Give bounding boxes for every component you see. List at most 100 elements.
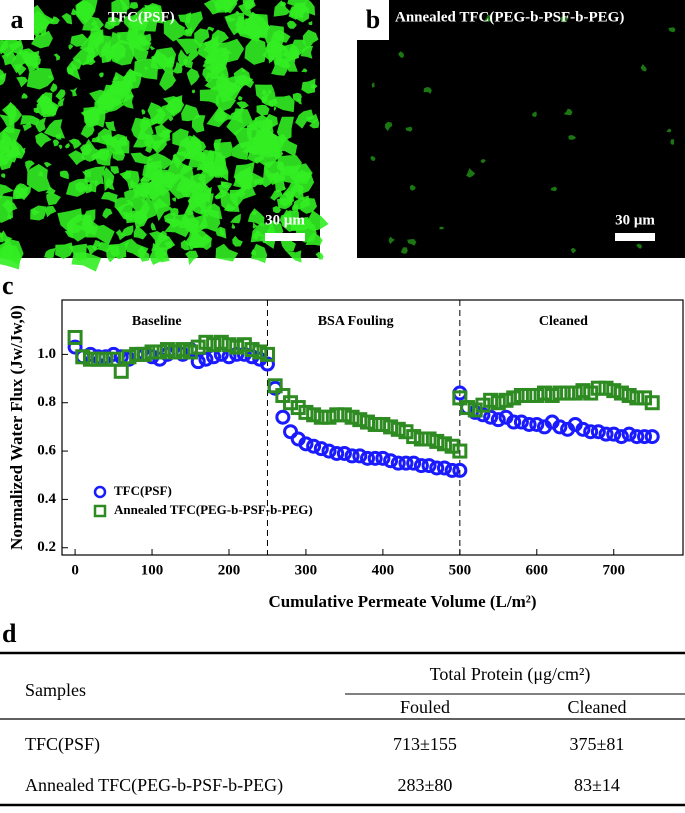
- fluorescent-spot: [233, 67, 251, 87]
- scale-bar-label: 30 μm: [615, 212, 655, 228]
- fluorescent-spot: [267, 98, 278, 107]
- fluorescent-spot: [640, 64, 647, 72]
- fluorescence-b: [370, 14, 676, 254]
- fluorescent-spot: [110, 166, 119, 175]
- fluorescent-spot: [231, 141, 249, 160]
- fluorescent-spot: [0, 238, 24, 265]
- fluorescent-spot: [50, 83, 58, 93]
- fluorescent-spot: [149, 242, 168, 265]
- data-point: [313, 409, 329, 425]
- data-point: [606, 426, 622, 442]
- data-point: [336, 407, 352, 423]
- fluorescent-spot: [111, 0, 128, 14]
- label-box: [357, 0, 389, 40]
- fluorescent-spot: [398, 51, 404, 58]
- fluorescent-spot: [1, 50, 17, 66]
- fluorescent-spot: [0, 230, 13, 242]
- fluorescent-spot: [251, 230, 261, 240]
- fluorescent-spot: [20, 147, 26, 153]
- fluorescent-spot: [57, 208, 83, 233]
- table-cell: 713±155: [393, 734, 457, 754]
- table-header: Total Protein (μg/cm²): [430, 664, 591, 685]
- fluorescent-spot: [244, 37, 267, 65]
- fluorescent-spot: [466, 168, 476, 178]
- fluorescent-spot: [194, 28, 210, 47]
- x-tick-label: 600: [526, 562, 549, 578]
- data-point: [552, 385, 568, 401]
- data-point: [575, 383, 591, 399]
- fluorescent-spot: [308, 21, 313, 26]
- data-point: [413, 458, 429, 474]
- x-tick-label: 100: [141, 562, 164, 578]
- fluorescent-spot: [273, 0, 291, 17]
- fluorescent-spot: [287, 20, 297, 29]
- fluorescent-spot: [252, 222, 259, 229]
- fluorescent-spot: [55, 89, 66, 101]
- data-point: [267, 378, 283, 394]
- fluorescent-spot: [480, 159, 486, 164]
- annotation: BSA Fouling: [318, 314, 394, 329]
- fluorescent-spot: [80, 122, 95, 139]
- fluorescent-spot: [68, 138, 82, 149]
- data-point: [113, 363, 129, 379]
- legend-label: TFC(PSF): [114, 483, 172, 498]
- fluorescent-spot: [129, 2, 138, 9]
- data-point: [621, 387, 637, 403]
- data-point: [575, 421, 591, 437]
- fluorescent-spot: [282, 186, 287, 191]
- data-point: [359, 414, 375, 430]
- data-point: [452, 462, 468, 478]
- data-point: [529, 416, 545, 432]
- fluorescent-spot: [279, 1, 287, 7]
- data-point: [313, 441, 329, 457]
- data-point: [75, 349, 91, 365]
- fluorescent-spot: [159, 230, 168, 241]
- data-point: [175, 342, 191, 358]
- fluorescent-spot: [122, 93, 134, 109]
- fluorescent-spot: [570, 247, 577, 254]
- fluorescent-spot: [70, 8, 80, 16]
- fluorescent-spot: [153, 197, 173, 222]
- fluorescent-spot: [26, 67, 55, 90]
- fluorescent-spot: [137, 246, 150, 262]
- fluorescent-spot: [199, 81, 222, 105]
- fluorescent-spot: [155, 124, 173, 138]
- fluorescent-spot: [245, 134, 266, 154]
- data-point: [206, 337, 222, 353]
- fluorescent-spot: [220, 192, 240, 212]
- x-tick-label: 300: [295, 562, 318, 578]
- data-point: [460, 400, 476, 416]
- fluorescent-spot: [232, 235, 243, 247]
- fluorescent-spot: [32, 28, 39, 35]
- fluorescent-spot: [407, 239, 417, 246]
- fluorescent-spot: [139, 162, 161, 181]
- data-point: [229, 339, 245, 355]
- fluorescent-spot: [45, 186, 56, 195]
- data-point: [383, 453, 399, 469]
- fluorescent-spot: [230, 213, 241, 224]
- fluorescent-spot: [274, 151, 281, 161]
- data-point: [452, 443, 468, 459]
- fluorescent-spot: [247, 208, 265, 227]
- fluorescent-spot: [80, 107, 103, 128]
- fluorescent-spot: [45, 205, 57, 218]
- fluorescent-spot: [0, 72, 7, 86]
- data-point: [298, 436, 314, 452]
- y-tick-label: 0.2: [37, 539, 56, 555]
- fluorescent-spot: [0, 184, 14, 200]
- data-point: [129, 346, 145, 362]
- fluorescent-spot: [255, 84, 275, 103]
- data-point: [406, 455, 422, 471]
- fluorescent-spot: [185, 250, 199, 266]
- scale-bar: [265, 233, 305, 241]
- fluorescent-spot: [12, 185, 29, 200]
- fluorescent-spot: [289, 6, 299, 17]
- data-point: [490, 412, 506, 428]
- fluorescent-spot: [164, 241, 173, 249]
- data-point: [90, 351, 106, 367]
- panel-label: c: [2, 271, 14, 300]
- fluorescent-spot: [38, 171, 44, 177]
- fluorescent-spot: [152, 137, 167, 154]
- fluorescent-spot: [94, 179, 101, 187]
- fluorescent-spot: [151, 140, 156, 144]
